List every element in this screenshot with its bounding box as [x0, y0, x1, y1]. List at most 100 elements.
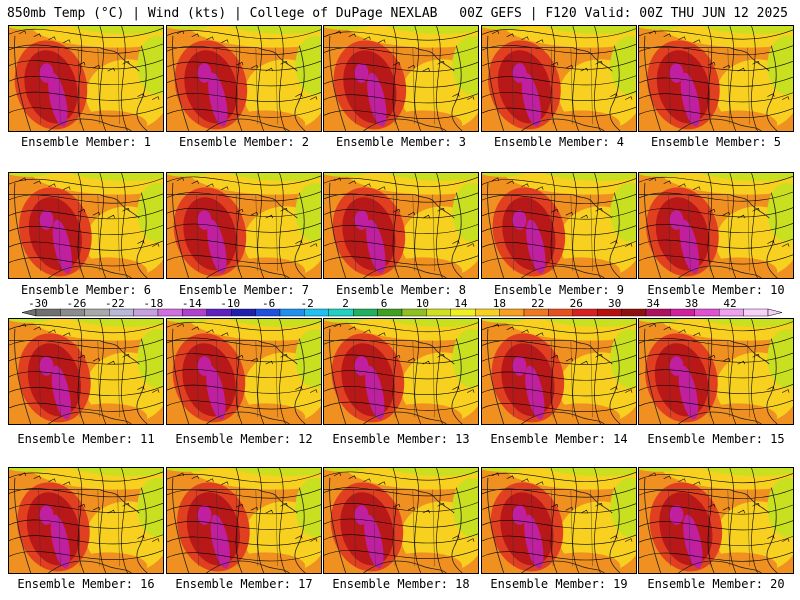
gulf-coastline: [206, 265, 290, 278]
wind-barb: [295, 240, 303, 244]
height-contour: [572, 319, 580, 424]
state-border: [590, 489, 593, 567]
height-contour: [572, 173, 580, 278]
height-contour: [594, 468, 601, 573]
mild-zone: [482, 173, 526, 177]
wind-barb: [625, 389, 633, 393]
mild-zone: [543, 173, 636, 181]
wind-barb: [137, 386, 145, 390]
height-contour: [482, 519, 636, 529]
mild-zone: [167, 319, 211, 323]
height-contour: [639, 207, 793, 218]
mild-zone: [700, 319, 793, 327]
colorbar-segment: [572, 308, 598, 317]
height-contour: [167, 321, 321, 331]
height-contour: [9, 386, 163, 396]
wind-barb: [310, 538, 318, 542]
height-contour: [482, 339, 636, 350]
wind-barb: [595, 60, 603, 65]
height-contour: [167, 352, 321, 363]
west-coastline: [644, 182, 662, 278]
height-contour: [414, 319, 422, 424]
height-contour: [324, 502, 478, 512]
colorbar-segment: [426, 308, 451, 317]
gulf-coastline: [363, 560, 447, 573]
mild-zone: [767, 328, 793, 388]
wind-barb: [77, 208, 86, 213]
wind-barb: [550, 503, 559, 508]
height-contour: [639, 223, 793, 233]
mild-zone: [610, 182, 636, 242]
great-lakes-outline: [257, 340, 298, 365]
wind-barb: [392, 354, 401, 359]
ensemble-member-label: Ensemble Member: 8: [335, 283, 467, 297]
peak-heat-zone: [354, 505, 369, 525]
height-contour: [77, 468, 85, 573]
mild-zone: [324, 173, 368, 177]
height-contour: [9, 339, 163, 349]
height-contour: [235, 26, 243, 131]
wind-barb: [648, 323, 657, 328]
wind-barb: [18, 30, 27, 35]
height-contour: [550, 173, 558, 278]
gulf-coastline: [521, 118, 605, 131]
height-contour: [482, 106, 636, 117]
height-contour: [324, 255, 478, 266]
great-lakes-outline: [99, 489, 140, 514]
colorbar-segment: [621, 308, 647, 317]
ensemble-member-label: Ensemble Member: 1: [20, 135, 152, 149]
wind-barb: [378, 39, 386, 43]
state-border: [117, 340, 120, 418]
height-contour: [167, 383, 321, 394]
height-contour: [324, 533, 478, 544]
wind-barb: [77, 503, 86, 508]
height-contour: [751, 173, 758, 278]
wind-barb: [722, 506, 731, 511]
colorbar-segment: [206, 308, 232, 317]
mild-zone: [295, 328, 321, 388]
east-coastline: [451, 192, 463, 278]
height-contour: [482, 209, 636, 220]
wind-barb: [707, 354, 716, 359]
peak-heat-zone: [197, 210, 212, 230]
height-contour: [121, 468, 128, 573]
colorbar-tick-label: -30: [28, 298, 48, 310]
state-border: [196, 340, 199, 418]
wind-barb: [33, 33, 41, 38]
wind-barb: [452, 93, 460, 97]
state-border: [707, 47, 711, 125]
west-coastline: [329, 477, 347, 573]
wind-barb: [767, 386, 775, 390]
height-contour: [482, 193, 636, 204]
wind-barb: [310, 243, 318, 247]
east-coastline: [451, 338, 463, 424]
wind-barb: [280, 502, 288, 507]
state-border: [77, 47, 81, 125]
state-border: [373, 340, 376, 418]
height-contour: [482, 471, 636, 482]
wind-barb: [452, 386, 460, 390]
hot-zone: [698, 110, 778, 131]
height-contour: [167, 488, 321, 499]
wind-barb: [565, 64, 574, 69]
height-contour: [392, 26, 400, 131]
height-contour: [436, 26, 443, 131]
east-coastline: [609, 192, 621, 278]
height-contour: [572, 468, 580, 573]
east-coastline: [609, 45, 621, 131]
height-contour: [550, 26, 558, 131]
state-border: [38, 489, 41, 567]
wind-barb: [737, 214, 745, 219]
hot-zone: [698, 552, 778, 573]
state-border: [353, 47, 356, 125]
state-border: [255, 340, 259, 418]
height-contour: [9, 256, 163, 267]
west-coastline: [644, 477, 662, 573]
wind-barb: [678, 478, 686, 483]
hot-zone: [68, 552, 148, 573]
wind-barb: [707, 208, 716, 213]
state-border: [511, 194, 514, 272]
state-border: [531, 47, 534, 125]
height-contour: [121, 173, 128, 278]
ensemble-member-label: Ensemble Member: 6: [20, 283, 152, 297]
